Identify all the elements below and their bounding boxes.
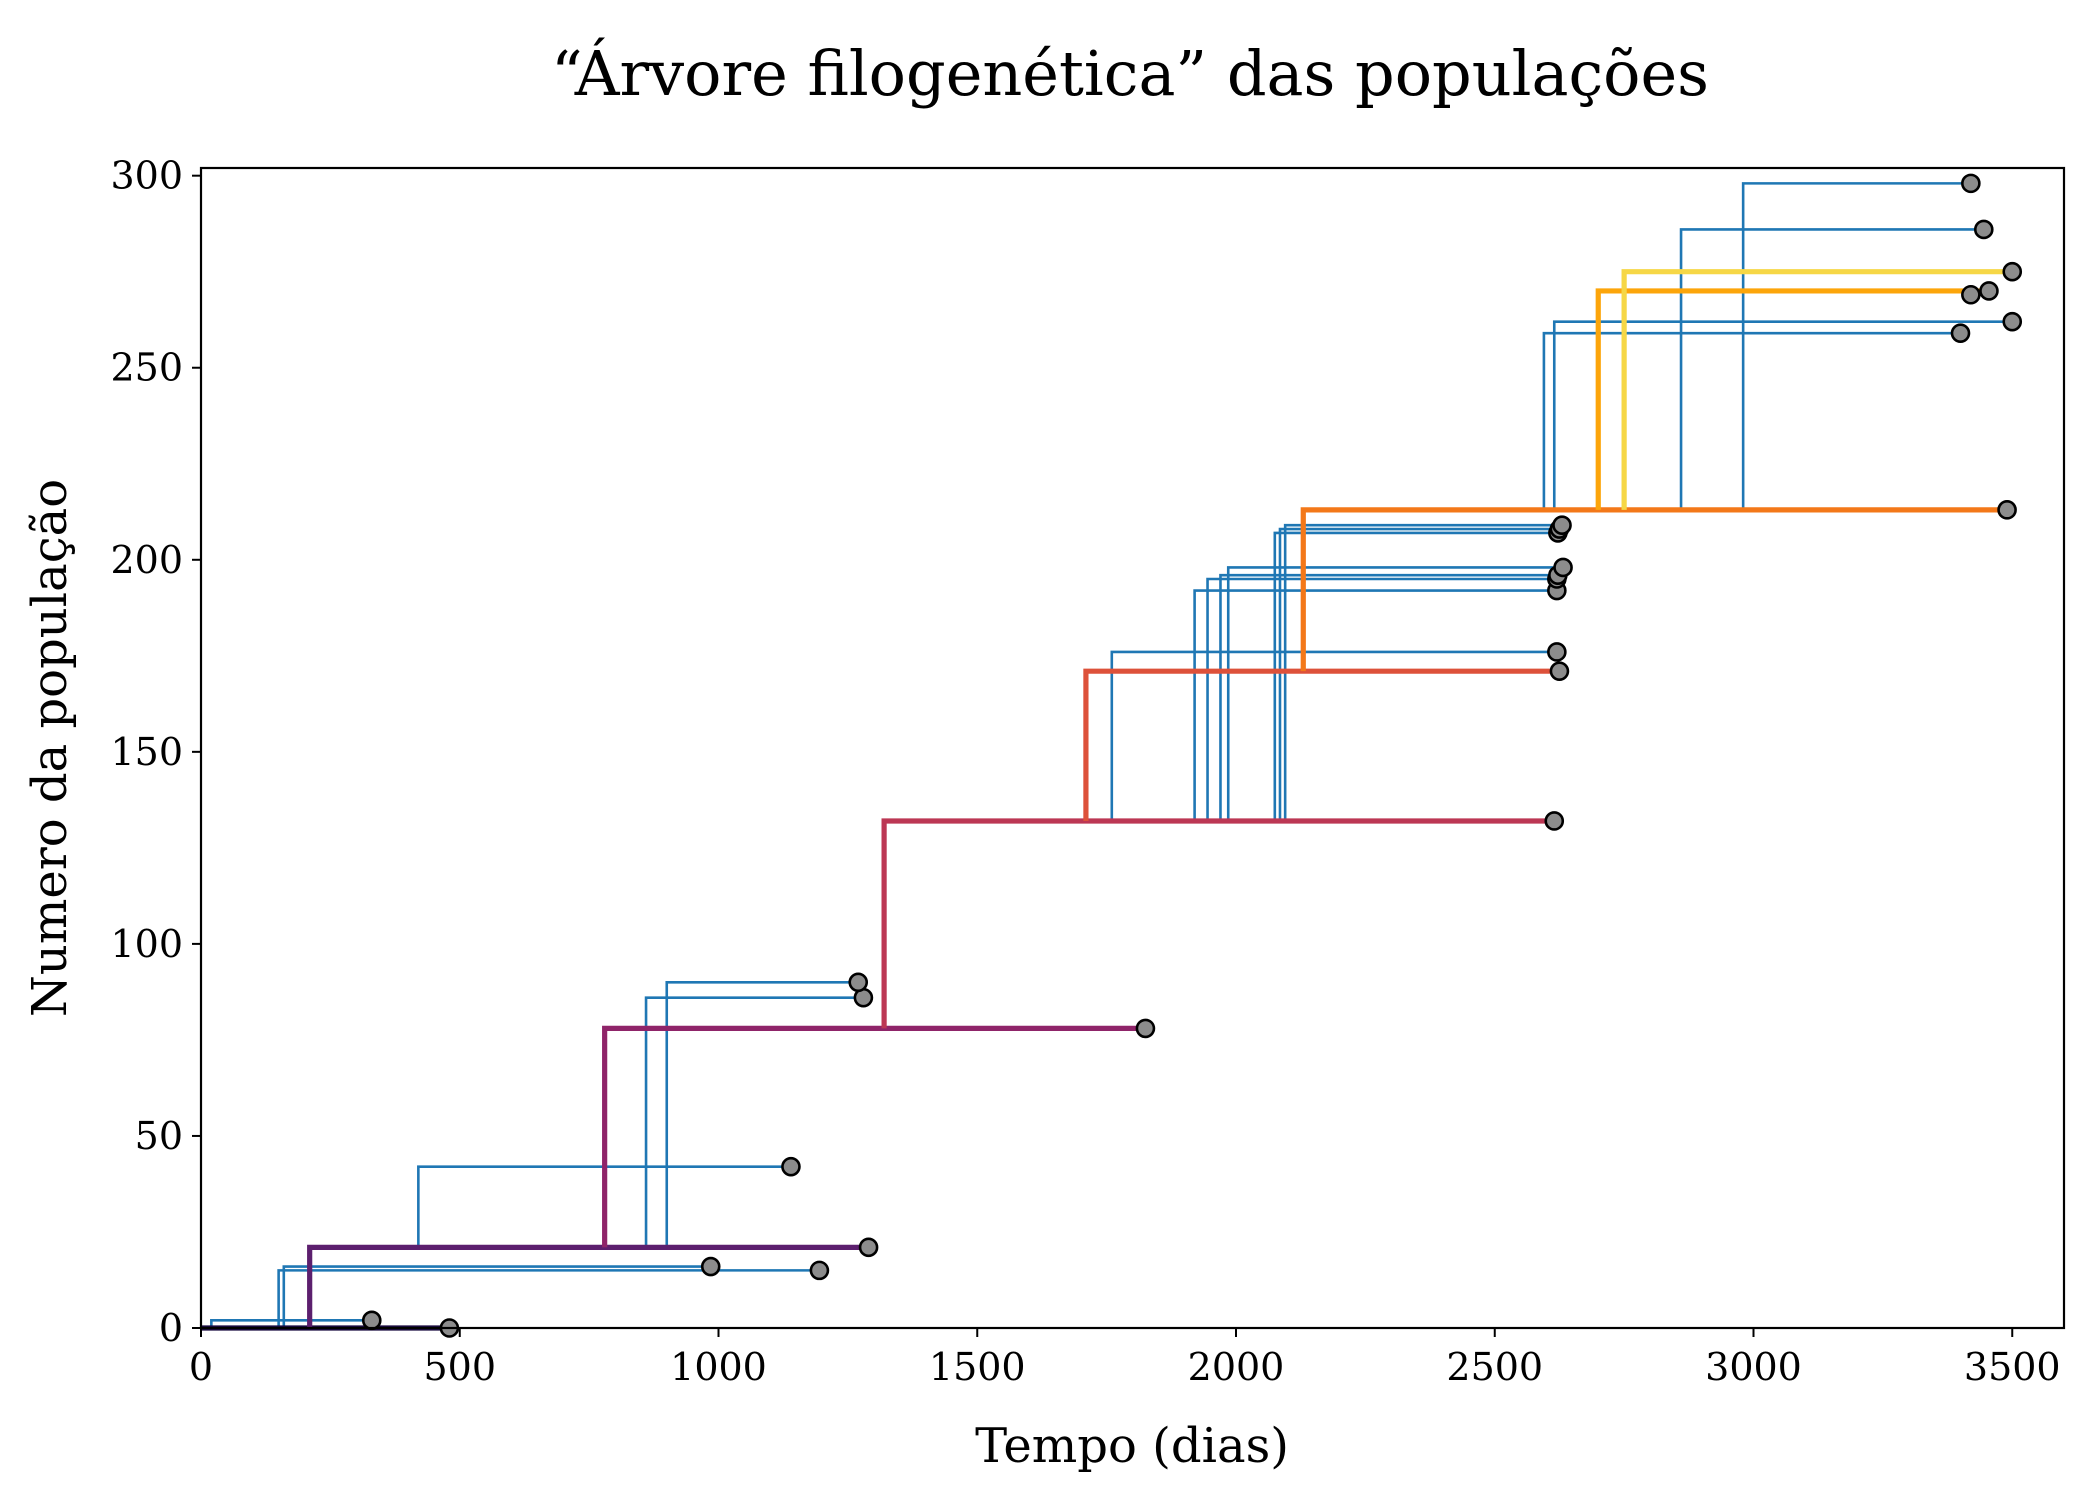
x-tick-label-7: 3500 [1964,1345,2061,1389]
lineage-line-2 [602,1025,1146,1248]
branch-line-16 [1679,228,1984,510]
x-tick-label-4: 2000 [1188,1345,1285,1389]
end-markers-layer [361,173,2023,1338]
end-marker-24 [1979,281,1999,301]
branch-line-15 [1552,320,2013,510]
end-marker-19 [858,1237,879,1258]
y-axis: 0 50 100 150 200 250 300 [110,154,201,1350]
lineage-line-3 [881,818,1555,1029]
end-marker-0 [361,1310,382,1331]
x-axis-label: Tempo (dias) [975,1418,1289,1474]
branch-line-9 [1219,573,1558,821]
end-marker-22 [1549,661,1570,681]
branch-line-1 [277,1269,820,1328]
lineage-line-4 [1083,668,1560,821]
y-tick-label-3: 150 [110,730,183,774]
lineage-line-6 [1595,288,1989,510]
end-marker-20 [1135,1018,1156,1039]
plot-frame [199,166,2066,1330]
end-marker-10 [1553,557,1573,578]
chart-title: “Árvore filogenética” das populações [551,37,1709,110]
end-marker-25 [2002,261,2023,282]
y-tick-label-2: 100 [110,922,183,966]
y-axis-label: Numero da população [22,479,78,1017]
branch-line-4 [644,996,864,1248]
end-marker-21 [1544,811,1565,831]
x-axis: 0 500 1000 1500 2000 2500 3000 3500 [189,1328,2061,1389]
branches-layer [210,182,2013,1328]
x-tick-label-3: 1500 [929,1345,1026,1389]
x-tick-label-0: 0 [189,1345,213,1389]
y-tick-label-1: 50 [135,1114,183,1158]
lineage-line-1 [307,1244,869,1328]
main-lineage-layer [201,269,2013,1331]
y-tick-label-5: 250 [110,346,183,390]
branch-line-8 [1206,577,1557,821]
end-marker-2 [700,1256,721,1277]
end-marker-13 [1552,515,1572,536]
y-tick-label-6: 300 [110,154,183,198]
branch-line-13 [1283,523,1563,821]
branch-line-6 [1110,650,1557,821]
x-tick-label-2: 1000 [670,1345,767,1389]
end-marker-5 [848,972,869,993]
branch-line-12 [1278,527,1560,821]
lineage-line-5 [1300,507,2008,672]
end-marker-1 [809,1260,830,1281]
branch-line-7 [1193,589,1557,821]
lineage-line-7 [1621,269,2013,510]
branch-line-17 [1741,182,1971,510]
x-tick-label-1: 500 [423,1345,496,1389]
branch-line-14 [1542,331,1961,510]
end-marker-16 [1973,219,1994,240]
end-marker-3 [781,1156,801,1177]
y-tick-label-0: 0 [159,1306,183,1350]
branch-line-2 [282,1265,711,1328]
end-marker-17 [1961,173,1981,194]
end-marker-15 [2002,311,2023,332]
end-marker-23 [1997,500,2017,520]
branch-line-10 [1226,566,1564,821]
x-tick-label-5: 2500 [1446,1345,1543,1389]
y-tick-label-4: 200 [110,538,183,582]
end-marker-14 [1950,323,1971,343]
branch-line-5 [665,981,859,1248]
branch-line-11 [1273,531,1558,821]
x-tick-label-6: 3000 [1705,1345,1802,1389]
end-marker-6 [1547,642,1567,662]
end-marker-26 [1961,284,1981,305]
